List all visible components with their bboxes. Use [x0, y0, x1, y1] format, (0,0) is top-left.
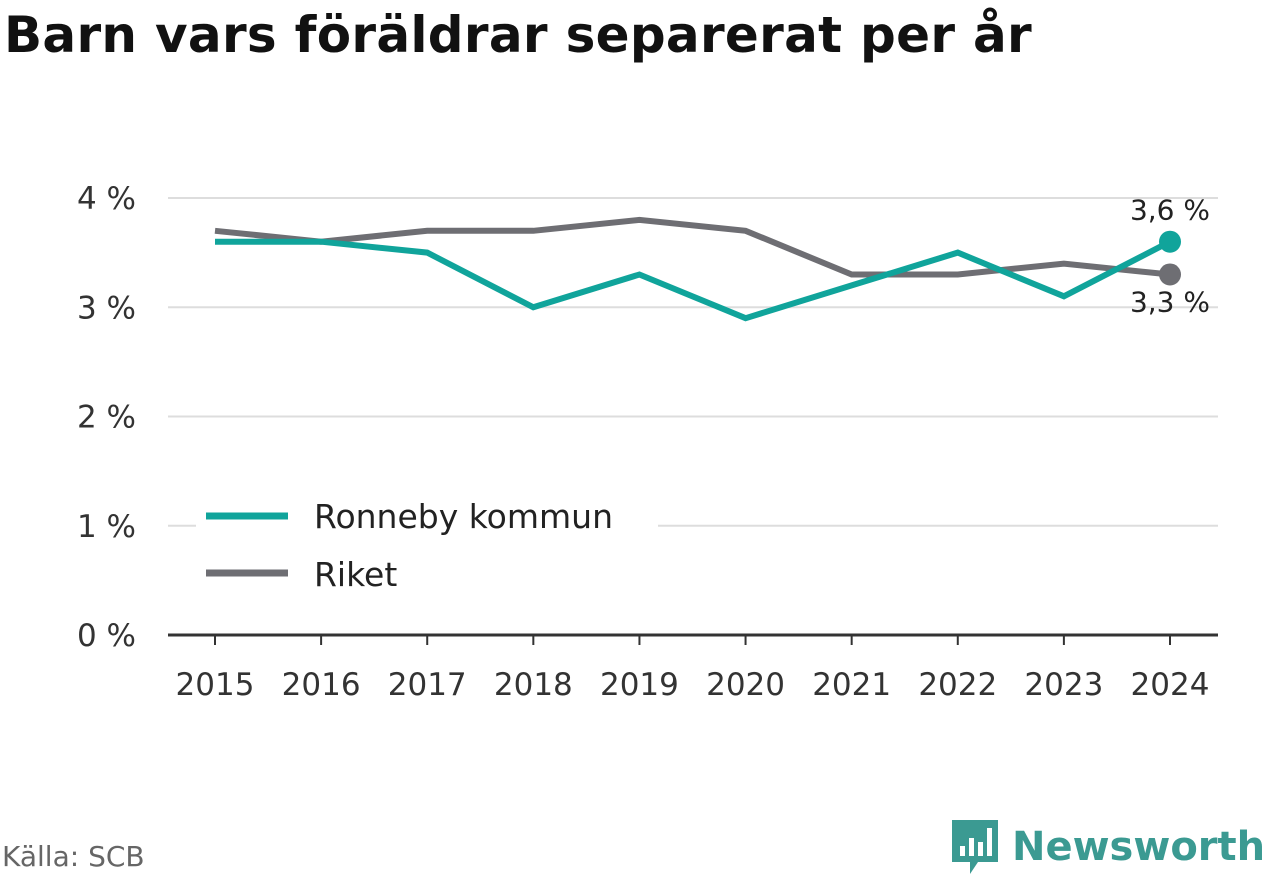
x-axis: 2015 2016 2017 2018 2019 2020 2021 2022 2023 2024	[168, 633, 1218, 703]
series-line-1	[214, 216, 1171, 278]
y-tick-label: 2 %	[77, 400, 136, 436]
x-tick-label: 2024	[1131, 667, 1210, 703]
end-marker-0	[1159, 230, 1181, 253]
legend: Ronneby kommun Riket	[196, 488, 658, 606]
y-tick-label: 1 %	[77, 509, 136, 545]
grid-lines	[168, 197, 1218, 527]
series-line-0	[215, 238, 1172, 322]
y-tick-label: 4 %	[77, 181, 136, 217]
legend-label-0: Ronneby kommun	[314, 497, 613, 536]
legend-background	[196, 488, 658, 606]
y-tick-label: 3 %	[77, 290, 136, 326]
source-note: Källa: SCB	[2, 840, 145, 873]
end-label-1: 3,3 %	[1130, 285, 1210, 318]
end-marker-1	[1159, 263, 1181, 286]
chart-bars-icon	[952, 820, 998, 874]
x-tick-label: 2023	[1024, 667, 1103, 703]
series-lines	[214, 216, 1172, 322]
x-tick-label: 2018	[494, 667, 573, 703]
x-tick-label: 2022	[918, 667, 997, 703]
x-tick-label: 2016	[282, 667, 361, 703]
x-tick-label: 2017	[388, 667, 467, 703]
x-tick-label: 2020	[706, 667, 785, 703]
x-tick-label: 2015	[176, 667, 255, 703]
brand-name: Newsworthy	[1012, 824, 1262, 870]
x-tick-label: 2019	[600, 667, 679, 703]
y-axis-ticks: 0 % 1 % 2 % 3 % 4 %	[77, 181, 136, 654]
end-markers: 3,6 % 3,3 %	[1130, 194, 1210, 319]
end-label-0: 3,6 %	[1130, 194, 1210, 227]
brand-logo[interactable]: Newsworthy	[950, 818, 1262, 876]
chart-title: Barn vars föräldrar separerat per år	[4, 6, 1033, 64]
x-tick-label: 2021	[812, 667, 891, 703]
y-tick-label: 0 %	[77, 618, 136, 654]
legend-label-1: Riket	[314, 555, 397, 594]
